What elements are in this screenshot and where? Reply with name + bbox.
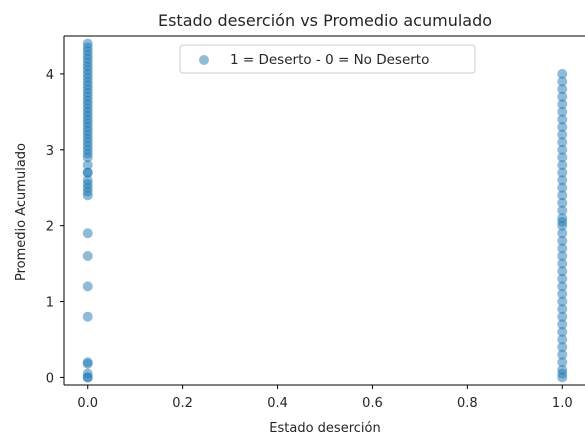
data-point: [82, 251, 93, 262]
data-point: [557, 273, 568, 284]
data-point: [557, 357, 568, 368]
data-point: [557, 228, 568, 239]
x-tick-label: 0.4: [267, 396, 288, 411]
data-point: [557, 349, 568, 360]
data-point: [557, 281, 568, 292]
data-point: [557, 76, 568, 87]
data-point: [82, 38, 93, 49]
x-tick-label: 0.2: [172, 396, 193, 411]
data-point: [557, 205, 568, 216]
data-point: [557, 144, 568, 155]
data-point: [557, 68, 568, 79]
data-point: [557, 129, 568, 140]
legend: 1 = Deserto - 0 = No Deserto: [179, 44, 476, 74]
data-point: [82, 357, 93, 368]
data-point: [557, 190, 568, 201]
data-point: [82, 175, 93, 186]
data-point: [557, 326, 568, 337]
data-point: [557, 167, 568, 178]
y-tick-label: 4: [46, 68, 54, 83]
data-point: [557, 251, 568, 262]
data-point: [557, 304, 568, 315]
data-point: [557, 137, 568, 148]
data-point: [557, 91, 568, 102]
y-tick-label: 1: [46, 296, 54, 311]
data-point: [557, 106, 568, 117]
points-layer: [82, 38, 568, 383]
data-point: [82, 167, 93, 178]
data-point: [557, 311, 568, 322]
data-point: [557, 122, 568, 133]
legend-label: 1 = Deserto - 0 = No Deserto: [230, 52, 429, 68]
data-point: [557, 342, 568, 353]
data-point: [557, 84, 568, 95]
data-point: [557, 197, 568, 208]
chart-title: Estado deserción vs Promedio acumulado: [158, 11, 492, 30]
data-point: [82, 159, 93, 170]
x-tick-label: 0.6: [362, 396, 383, 411]
data-point: [557, 114, 568, 125]
data-point: [557, 152, 568, 163]
data-point: [557, 266, 568, 277]
data-point: [557, 364, 568, 375]
data-point: [82, 311, 93, 322]
x-tick-label: 0.8: [457, 396, 478, 411]
data-point: [557, 334, 568, 345]
data-point: [557, 159, 568, 170]
data-point: [557, 243, 568, 254]
data-point: [557, 213, 568, 224]
y-tick-label: 2: [46, 220, 54, 235]
data-point: [557, 319, 568, 330]
axes-layer: 0.0 0.2 0.4 0.6 0.8 1.0 0 1 2 3 4: [46, 35, 585, 411]
data-point: [82, 368, 93, 379]
x-tick-label: 0.0: [77, 396, 98, 411]
data-point: [557, 296, 568, 307]
y-tick-label: 3: [46, 144, 54, 159]
data-point: [557, 235, 568, 246]
data-point: [557, 182, 568, 193]
legend-box: [179, 44, 476, 74]
data-point: [557, 258, 568, 269]
y-tick-label: 0: [46, 371, 54, 386]
data-point: [557, 175, 568, 186]
data-point: [557, 99, 568, 110]
data-point: [82, 228, 93, 239]
legend-marker: [199, 55, 209, 65]
x-tick-label: 1.0: [552, 396, 573, 411]
data-point: [557, 288, 568, 299]
data-point: [82, 281, 93, 292]
y-axis-label: Promedio Acumulado: [14, 143, 29, 281]
x-axis-label: Estado deserción: [269, 421, 380, 436]
